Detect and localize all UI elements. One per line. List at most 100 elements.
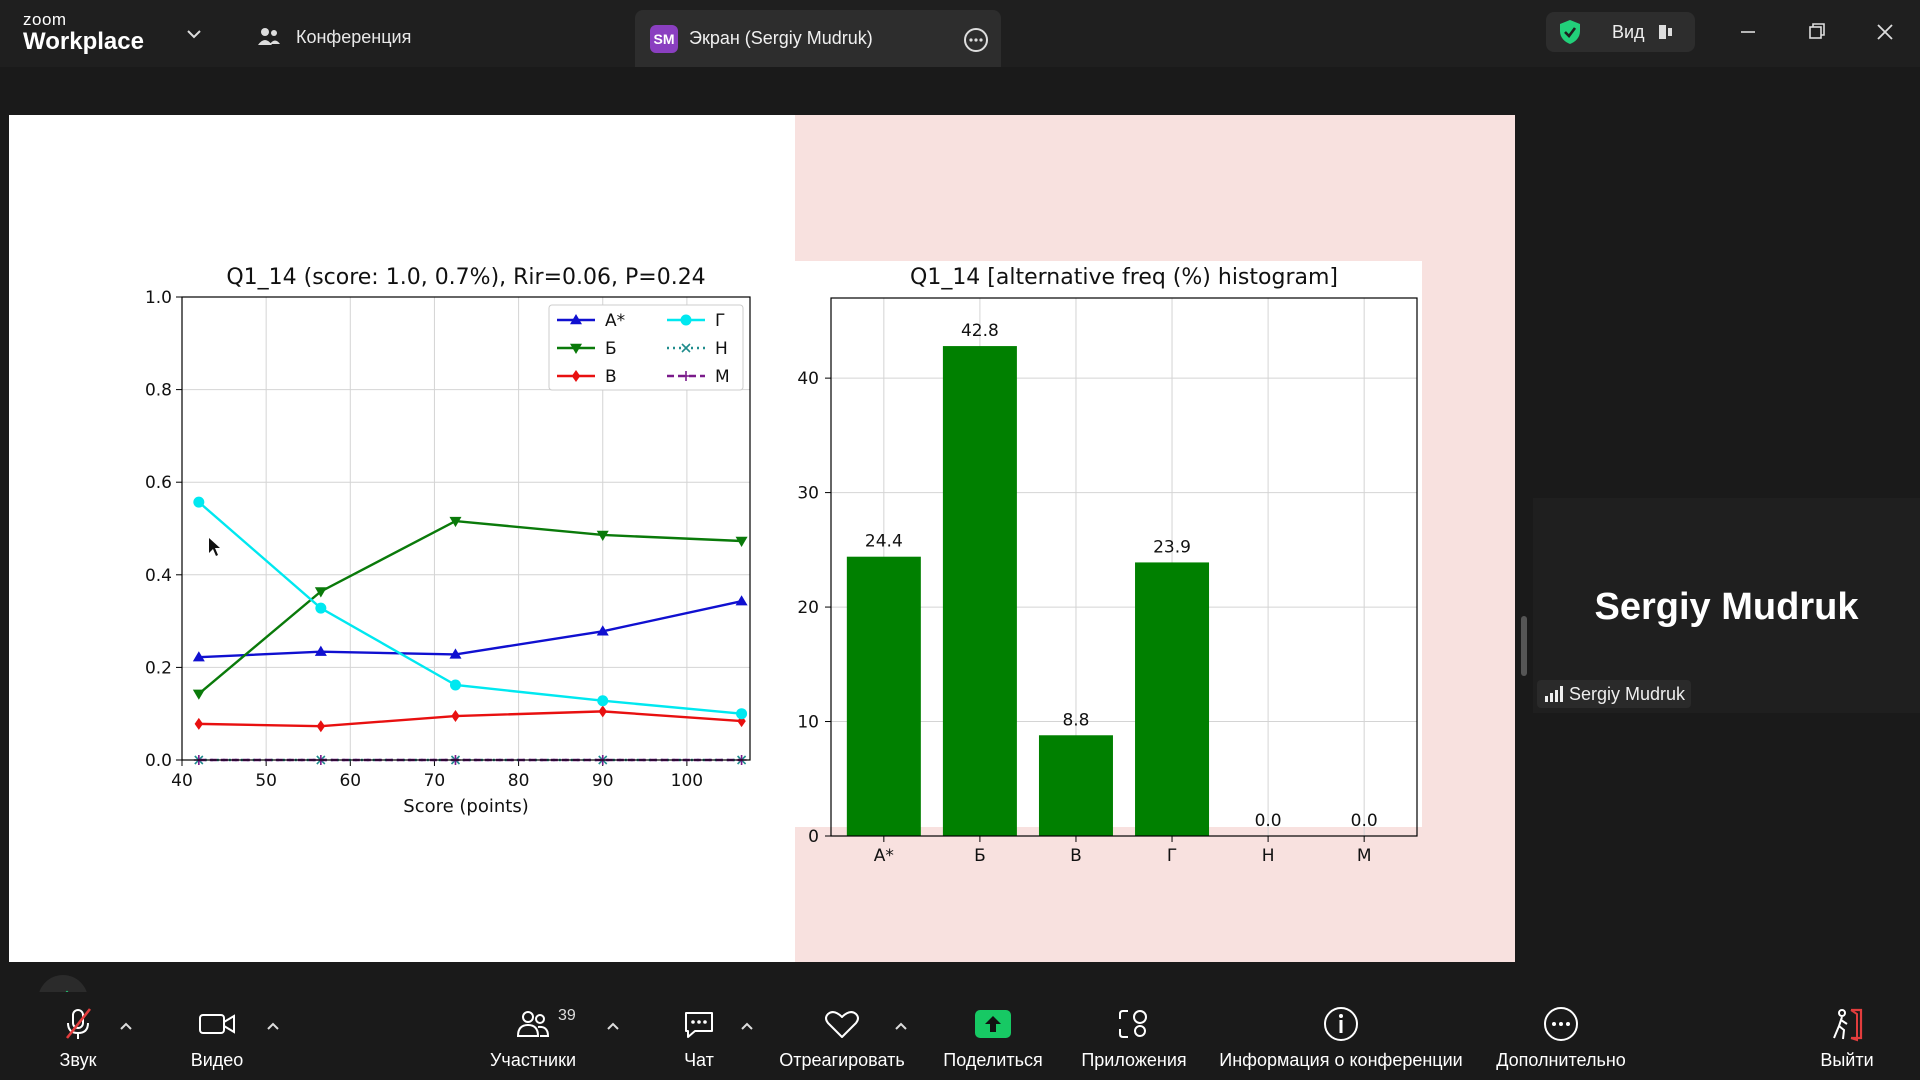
brand-line1: zoom — [23, 10, 67, 29]
data-point-Б — [449, 516, 462, 528]
leave-button[interactable]: Выйти — [1818, 992, 1876, 1080]
bar-category-label: Н — [1262, 846, 1275, 866]
participants-caret-icon[interactable] — [605, 1018, 621, 1034]
video-button[interactable]: Видео — [182, 992, 252, 1080]
apps-label: Приложения — [1081, 1050, 1187, 1070]
legend-marker-В — [571, 370, 581, 382]
data-point-Г — [315, 602, 327, 614]
minimize-icon[interactable] — [1734, 18, 1762, 46]
x-axis-label: Score (points) — [403, 796, 528, 817]
chevron-down-icon[interactable] — [184, 24, 204, 44]
cursor-icon — [209, 538, 220, 556]
bar-category-label: Б — [974, 846, 986, 866]
apps-icon — [1119, 1010, 1147, 1038]
legend-box — [548, 304, 744, 391]
data-point-A* — [314, 645, 327, 656]
legend-marker-Н — [681, 343, 691, 353]
share-button[interactable]: Поделиться — [938, 992, 1048, 1080]
line-chart-title: Q1_14 (score: 1.0, 0.7%), Rir=0.06, P=0.… — [226, 265, 705, 290]
legend-marker-A* — [570, 314, 582, 325]
bar-chart: 0 10 20 30 40 24.4 A* 42.8 Б 8.8 В 23.9 Г 0.0 Н 0.0 М Q1_… — [795, 261, 1422, 866]
legend-entry: В — [605, 367, 617, 387]
panel-resize-handle[interactable] — [1521, 616, 1527, 676]
participants-label: Участники — [490, 1050, 576, 1070]
tab-conference[interactable]: Конференция — [256, 20, 411, 54]
share-screen-icon — [975, 1010, 1011, 1038]
y-tick-label: 0.8 — [145, 381, 172, 401]
meeting-toolbar: Звук Видео Участники 39 Чат Отреагирова — [0, 992, 1920, 1080]
legend: A* БВ ГНМ — [548, 304, 744, 391]
data-point-Б — [596, 530, 609, 541]
x-tick-label: 60 — [339, 771, 361, 791]
chat-caret-icon[interactable] — [739, 1018, 755, 1034]
legend-entry: Г — [715, 311, 725, 331]
legend-entry: Б — [605, 339, 617, 359]
data-point-A* — [735, 595, 748, 606]
close-icon[interactable] — [1871, 18, 1899, 46]
legend-marker-Б — [570, 343, 582, 354]
audio-button[interactable]: Звук — [48, 992, 108, 1080]
react-button[interactable]: Отреагировать — [774, 992, 910, 1080]
data-point-В — [316, 720, 326, 733]
leave-door-icon — [1833, 1008, 1863, 1042]
data-point-Г — [193, 496, 205, 508]
x-tick-label: 70 — [424, 771, 446, 791]
participant-name-tag: Sergiy Mudruk — [1537, 680, 1692, 708]
react-caret-icon[interactable] — [893, 1018, 909, 1034]
info-icon — [1324, 1007, 1358, 1041]
tab-screen-label: Экран (Sergiy Mudruk) — [689, 28, 873, 48]
bar-category-label: A* — [874, 846, 894, 866]
video-caret-icon[interactable] — [265, 1018, 281, 1034]
video-camera-icon — [199, 1014, 235, 1034]
bar-category-label: Г — [1167, 846, 1177, 866]
line-chart: 40 50 60 70 80 90 100 0.0 0.2 0.4 0.6 0.8 1.0 Q1_14 (… — [145, 265, 751, 817]
participants-button[interactable]: Участники — [483, 992, 583, 1080]
leave-label: Выйти — [1820, 1050, 1874, 1070]
chat-button[interactable]: Чат — [672, 992, 726, 1080]
more-icon — [1544, 1007, 1578, 1041]
tab-screen-share[interactable]: SM Экран (Sergiy Mudruk) — [635, 10, 1001, 67]
legend-marker-М — [681, 371, 691, 381]
bar-y-tick-label: 40 — [797, 369, 819, 389]
meeting-stage: 40 50 60 70 80 90 100 0.0 0.2 0.4 0.6 0.8 1.0 Q1_14 (… — [0, 67, 1920, 1025]
bar-В — [1038, 735, 1113, 836]
participant-video-tile[interactable]: Sergiy Mudruk Sergiy Mudruk — [1533, 498, 1920, 713]
chat-icon — [685, 1012, 713, 1038]
react-label: Отреагировать — [779, 1050, 905, 1070]
meeting-info-label: Информация о конференции — [1219, 1050, 1463, 1070]
audio-caret-icon[interactable] — [118, 1018, 134, 1034]
restore-icon[interactable] — [1803, 18, 1831, 46]
data-point-Г — [736, 708, 748, 720]
data-point-В — [451, 710, 460, 723]
participant-tag-label: Sergiy Mudruk — [1569, 684, 1686, 704]
legend-entry: М — [715, 367, 730, 387]
view-button[interactable]: Вид — [1546, 12, 1695, 52]
y-tick-label: 1.0 — [145, 288, 172, 308]
more-label: Дополнительно — [1496, 1050, 1626, 1070]
y-tick-label: 0.4 — [145, 566, 172, 586]
bar-y-tick-label: 20 — [797, 598, 819, 618]
legend-entry: Н — [715, 339, 728, 359]
share-label: Поделиться — [943, 1050, 1043, 1070]
video-label: Видео — [190, 1050, 244, 1070]
data-point-Б — [192, 689, 205, 700]
more-options-icon[interactable] — [963, 27, 989, 53]
audio-label: Звук — [59, 1050, 97, 1070]
bar-Г — [1135, 562, 1210, 836]
bar-plot-frame — [830, 297, 1418, 837]
bar-y-tick-label: 0 — [808, 827, 819, 847]
legend-entry: A* — [605, 311, 625, 331]
data-point-Б — [735, 536, 748, 548]
data-point-A* — [192, 651, 205, 662]
bar-category-label: В — [1070, 846, 1082, 866]
data-point-A* — [596, 625, 609, 636]
y-tick-label: 0.0 — [145, 751, 172, 771]
data-point-Б — [314, 587, 327, 598]
bar-Б — [942, 346, 1017, 836]
more-button[interactable]: Дополнительно — [1490, 992, 1632, 1080]
bar-y-tick-label: 10 — [797, 713, 819, 733]
meeting-info-button[interactable]: Информация о конференции — [1212, 992, 1470, 1080]
apps-button[interactable]: Приложения — [1077, 992, 1191, 1080]
title-bar: zoom Workplace Конференция SM Экран (Ser… — [0, 0, 1920, 67]
data-point-Г — [449, 679, 461, 691]
